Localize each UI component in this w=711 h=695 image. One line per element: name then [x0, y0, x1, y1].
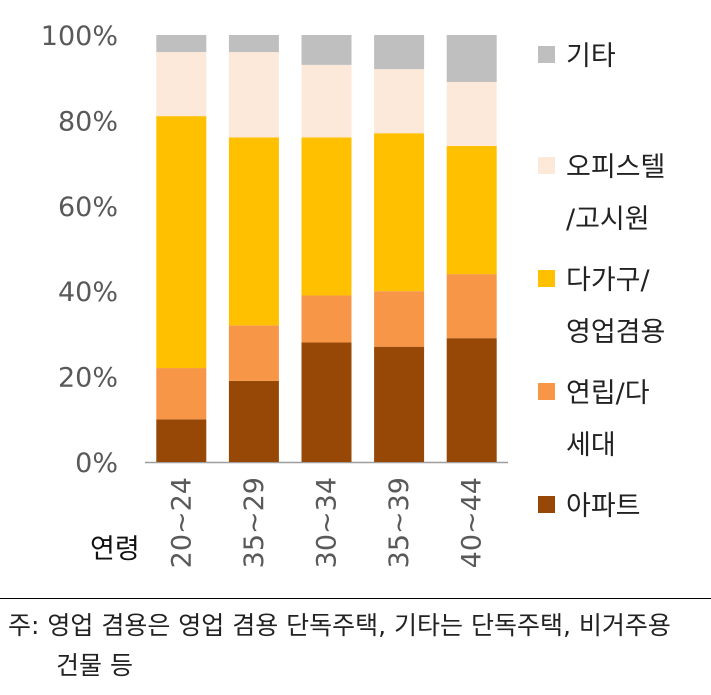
bar-segment-4-2	[446, 146, 497, 275]
y-tick-label: 100%	[41, 21, 118, 52]
y-tick-label: 20%	[58, 363, 118, 394]
x-tick-label: 30~34	[312, 477, 343, 568]
bar-segment-3-1	[374, 291, 425, 347]
bar-segment-4-3	[446, 81, 497, 147]
legend-label: 영업겸용	[566, 317, 665, 348]
bar-segment-2-1	[301, 295, 352, 343]
bar-segment-2-4	[301, 35, 352, 65]
divider-line	[0, 598, 711, 599]
x-tick-label: 35~29	[239, 477, 270, 568]
bar-segment-3-3	[374, 69, 425, 134]
legend-label: 다가구/	[566, 265, 651, 296]
y-tick-label: 0%	[75, 448, 118, 479]
y-tick-label: 80%	[58, 106, 118, 137]
bars	[156, 35, 497, 462]
bar-segment-3-4	[374, 35, 425, 70]
bar-segment-0-1	[156, 368, 207, 420]
legend-label: 기타	[566, 41, 616, 72]
legend-swatch	[538, 46, 555, 63]
bar-segment-3-0	[374, 346, 425, 462]
legend-swatch	[538, 270, 555, 287]
bar-segment-1-0	[228, 380, 279, 462]
footnote-line-2: 건물 등	[56, 651, 133, 680]
legend-label: /고시원	[566, 204, 650, 235]
bar-segment-3-2	[374, 133, 425, 292]
legend-label: 오피스텔	[566, 152, 665, 183]
legend-swatch	[538, 383, 555, 400]
bar-segment-1-3	[228, 52, 279, 138]
x-tick-label: 35~39	[384, 477, 415, 568]
bar-segment-0-0	[156, 419, 207, 462]
bar-segment-0-4	[156, 35, 207, 53]
legend-swatch	[538, 157, 555, 174]
bar-segment-4-4	[446, 35, 497, 82]
bar-segment-1-4	[228, 35, 279, 53]
bar-segment-2-0	[301, 342, 352, 462]
x-axis-title: 연령	[90, 534, 140, 565]
bar-segment-0-3	[156, 52, 207, 117]
bar-segment-0-2	[156, 116, 207, 369]
bar-segment-4-1	[446, 274, 497, 339]
x-tick-label: 40~44	[457, 477, 488, 568]
x-tick-label: 20~24	[166, 477, 197, 568]
legend-swatch	[538, 496, 555, 513]
footnote-line-1: 주: 영업 겸용은 영업 겸용 단독주택, 기타는 단독주택, 비거주용	[8, 611, 671, 640]
x-axis: 20~24 35~29 30~34 35~39 40~44	[166, 477, 487, 568]
legend-label: 아파트	[566, 491, 641, 522]
bar-segment-4-0	[446, 338, 497, 462]
y-tick-label: 40%	[58, 277, 118, 308]
legend-label: 세대	[566, 430, 616, 461]
bar-segment-1-1	[228, 325, 279, 381]
bar-segment-1-2	[228, 137, 279, 326]
bar-segment-2-2	[301, 137, 352, 296]
stacked-bar-chart: 0% 20% 40% 60% 80% 100% 20~24 35~29 30~34 35~39 4…	[41, 21, 666, 568]
footnote: 주: 영업 겸용은 영업 겸용 단독주택, 기타는 단독주택, 비거주용 건물 …	[8, 606, 703, 686]
y-tick-label: 60%	[58, 192, 118, 223]
y-axis: 0% 20% 40% 60% 80% 100%	[41, 21, 508, 479]
legend-label: 연립/다	[566, 378, 650, 409]
bar-segment-2-3	[301, 64, 352, 138]
